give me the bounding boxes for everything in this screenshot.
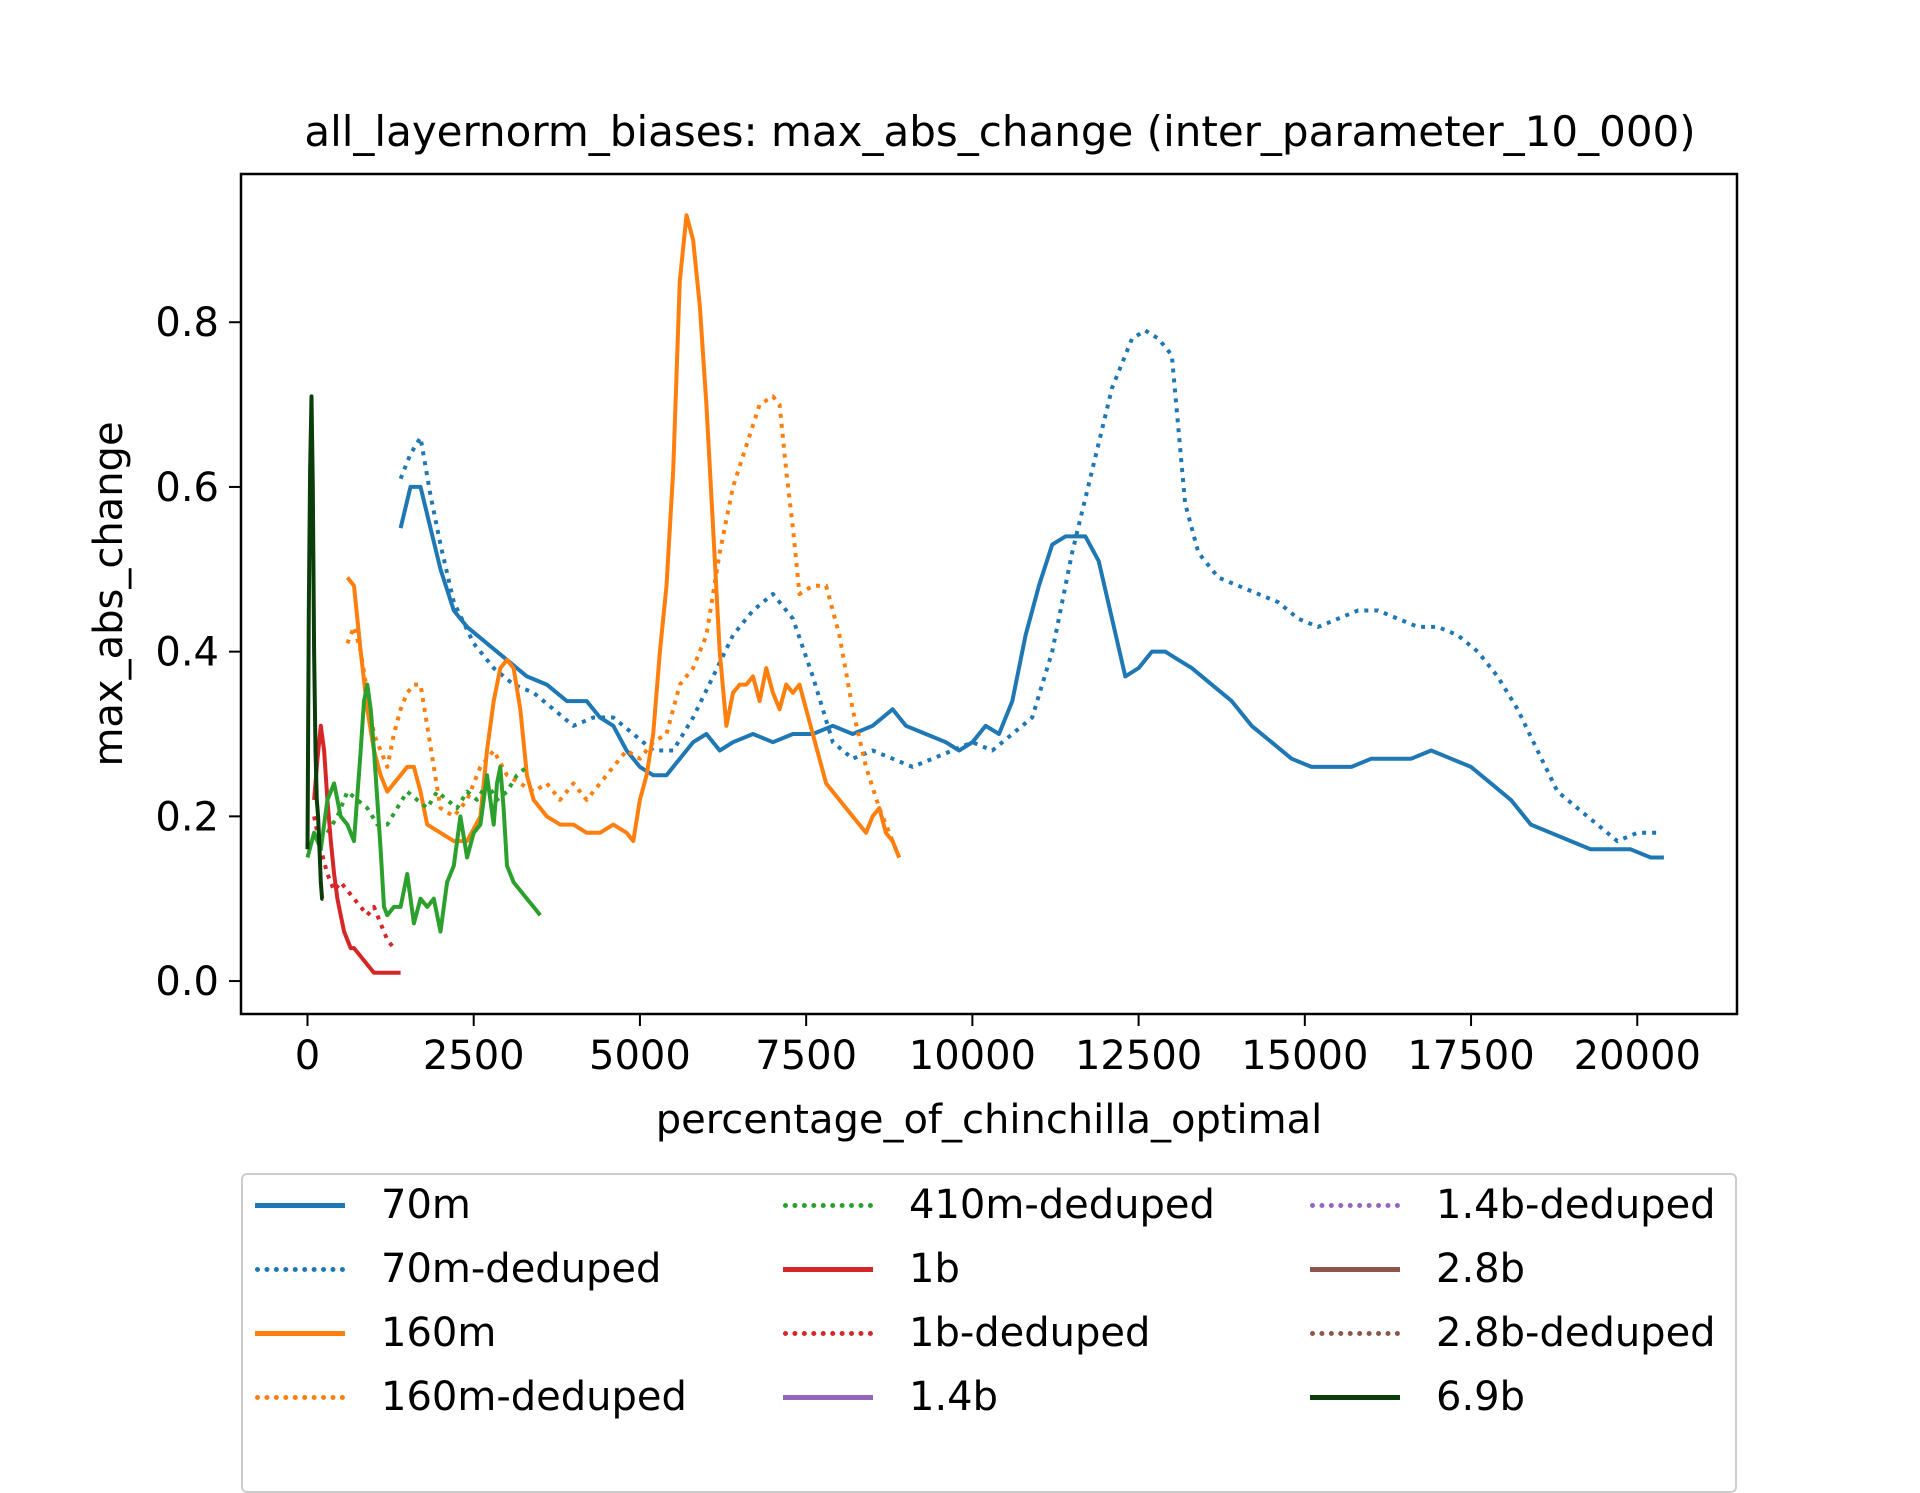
series-line-6-9b [305, 394, 325, 901]
x-tick-label: 10000 [909, 1033, 1036, 1079]
x-tick-label: 20000 [1574, 1033, 1701, 1079]
legend-label: 160m [381, 1310, 497, 1356]
legend-item: 6.9b [1310, 1369, 1525, 1425]
legend-label: 6.9b [1436, 1374, 1526, 1420]
legend-label: 1b-deduped [909, 1310, 1151, 1356]
legend-swatch [255, 1394, 345, 1400]
legend-item: 70m-deduped [255, 1241, 661, 1297]
legend-item: 160m-deduped [255, 1369, 687, 1425]
x-tick-label: 17500 [1407, 1033, 1534, 1079]
y-tick-label: 0.2 [155, 794, 219, 840]
chart-title: all_layernorm_biases: max_abs_change (in… [304, 107, 1695, 156]
y-tick-label: 0.8 [155, 300, 219, 346]
line-chart: all_layernorm_biases: max_abs_change (in… [86, 107, 1739, 1143]
x-tick-label: 5000 [589, 1033, 691, 1079]
series-line-410m [305, 682, 542, 934]
legend-swatch [783, 1330, 873, 1336]
legend-label: 410m-deduped [909, 1182, 1215, 1228]
legend-label: 160m-deduped [381, 1374, 687, 1420]
legend-item: 160m [255, 1305, 496, 1361]
legend: 70m 70m-deduped 160m 160m-deduped 410m-dedup… [241, 1173, 1737, 1493]
x-tick-label: 12500 [1075, 1033, 1202, 1079]
legend-item: 1.4b-deduped [1310, 1177, 1716, 1233]
legend-item: 2.8b [1310, 1241, 1525, 1297]
x-axis: 0 2500 5000 7500 10000 12500 15000 17500 20000 [295, 1014, 1701, 1079]
legend-item: 70m [255, 1177, 471, 1233]
plot-frame [239, 172, 1739, 1016]
x-tick-label: 7500 [755, 1033, 857, 1079]
x-tick-label: 0 [295, 1033, 320, 1079]
series-line-160m [345, 213, 902, 859]
legend-item: 410m-deduped [783, 1177, 1215, 1233]
legend-item: 1.4b [783, 1369, 998, 1425]
legend-swatch [1310, 1330, 1400, 1336]
legend-label: 70m [381, 1182, 471, 1228]
legend-swatch [255, 1266, 345, 1272]
plot-lines [305, 213, 1664, 975]
legend-label: 70m-deduped [381, 1246, 662, 1292]
legend-swatch [255, 1202, 345, 1208]
y-axis-label: max_abs_change [86, 421, 132, 766]
legend-swatch [1310, 1394, 1400, 1400]
legend-swatch [783, 1266, 873, 1272]
x-axis-label: percentage_of_chinchilla_optimal [656, 1097, 1323, 1143]
series-line-160m-deduped [345, 394, 902, 859]
legend-swatch [783, 1394, 873, 1400]
legend-item: 1b [783, 1241, 960, 1297]
legend-swatch [1310, 1266, 1400, 1272]
legend-item: 2.8b-deduped [1310, 1305, 1716, 1361]
series-line-70m [398, 484, 1664, 860]
legend-label: 1b [909, 1246, 960, 1292]
legend-swatch [255, 1330, 345, 1336]
series-line-1b [312, 723, 401, 975]
legend-item: 1b-deduped [783, 1305, 1150, 1361]
series-line-410m-deduped [325, 765, 529, 834]
y-tick-label: 0.4 [155, 630, 219, 676]
series-line-70m-deduped [398, 328, 1658, 844]
y-axis: 0.0 0.2 0.4 0.6 0.8 [155, 300, 241, 1005]
legend-label: 2.8b-deduped [1436, 1310, 1716, 1356]
legend-label: 1.4b [909, 1374, 999, 1420]
legend-swatch [783, 1202, 873, 1208]
legend-label: 2.8b [1436, 1246, 1526, 1292]
y-tick-label: 0.6 [155, 465, 219, 511]
y-tick-label: 0.0 [155, 959, 219, 1005]
x-tick-label: 15000 [1241, 1033, 1368, 1079]
x-tick-label: 2500 [423, 1033, 525, 1079]
legend-label: 1.4b-deduped [1436, 1182, 1716, 1228]
legend-swatch [1310, 1202, 1400, 1208]
